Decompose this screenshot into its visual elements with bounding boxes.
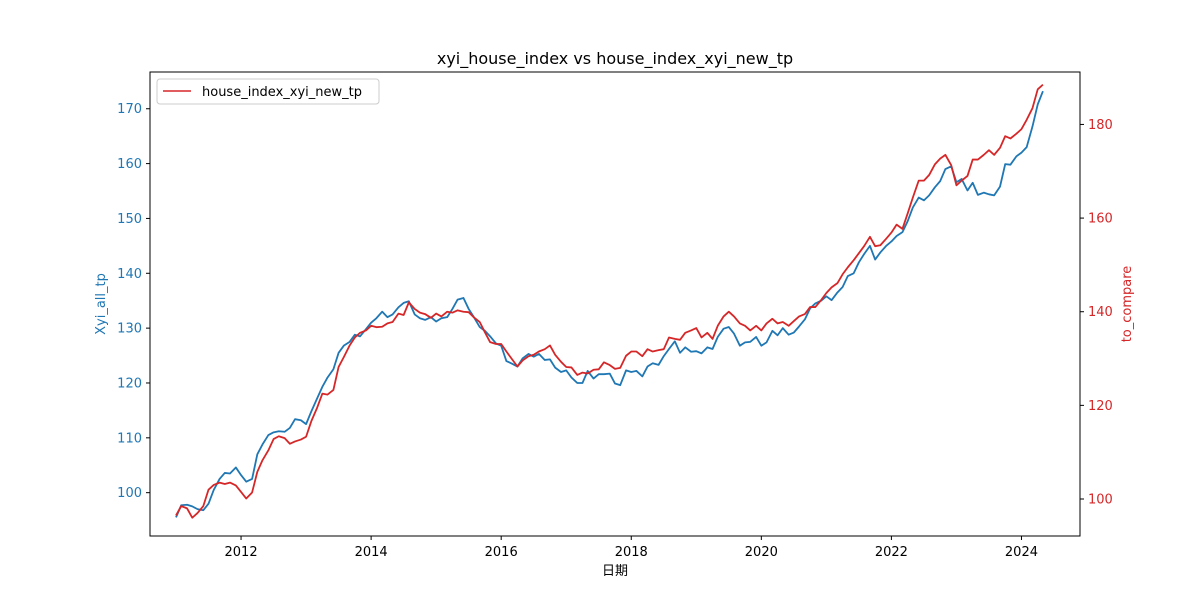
series-line-house-index-xyi-new-tp bbox=[175, 83, 1044, 519]
left-y-tick-label-140: 140 bbox=[117, 267, 142, 282]
x-tick-label-2018: 2018 bbox=[615, 545, 648, 560]
right-y-tick-label-180: 180 bbox=[1088, 118, 1113, 133]
plot-frame bbox=[149, 71, 1081, 537]
left-y-tick-label-160: 160 bbox=[117, 157, 142, 172]
x-axis-label: 日期 bbox=[602, 564, 628, 579]
right-y-tick-label-100: 100 bbox=[1088, 493, 1113, 508]
legend-box bbox=[156, 78, 380, 105]
x-axis-ticks: 2012 2014 2016 2018 2020 2022 2024 bbox=[225, 536, 1038, 560]
legend-entry-house-index-xyi-new-tp: house_index_xyi_new_tp bbox=[202, 85, 362, 100]
right-y-tick-label-140: 140 bbox=[1088, 305, 1113, 320]
left-y-axis-label: Xyi_all_tp bbox=[94, 273, 109, 335]
legend: house_index_xyi_new_tp bbox=[156, 78, 380, 105]
x-tick-label-2022: 2022 bbox=[875, 545, 908, 560]
right-y-axis-ticks: 100 120 140 160 180 bbox=[1080, 118, 1113, 508]
x-tick-label-2024: 2024 bbox=[1005, 545, 1038, 560]
x-tick-label-2016: 2016 bbox=[485, 545, 518, 560]
series-line-xyi-all-tp bbox=[175, 90, 1044, 518]
right-y-axis-label: to_compare bbox=[1120, 266, 1135, 343]
right-y-tick-label-120: 120 bbox=[1088, 399, 1113, 414]
x-tick-label-2014: 2014 bbox=[355, 545, 388, 560]
x-tick-label-2020: 2020 bbox=[745, 545, 778, 560]
series-layer bbox=[175, 83, 1044, 519]
left-y-tick-label-150: 150 bbox=[117, 212, 142, 227]
x-tick-label-2012: 2012 bbox=[225, 545, 258, 560]
left-y-axis-ticks: 100 110 120 130 140 150 160 170 bbox=[117, 102, 150, 501]
left-y-tick-label-110: 110 bbox=[117, 431, 142, 446]
left-y-tick-label-170: 170 bbox=[117, 102, 142, 117]
right-y-tick-label-160: 160 bbox=[1088, 212, 1113, 227]
left-y-tick-label-130: 130 bbox=[117, 322, 142, 337]
left-y-tick-label-120: 120 bbox=[117, 376, 142, 391]
chart-title: xyi_house_index vs house_index_xyi_new_t… bbox=[437, 49, 793, 69]
left-y-tick-label-100: 100 bbox=[117, 486, 142, 501]
